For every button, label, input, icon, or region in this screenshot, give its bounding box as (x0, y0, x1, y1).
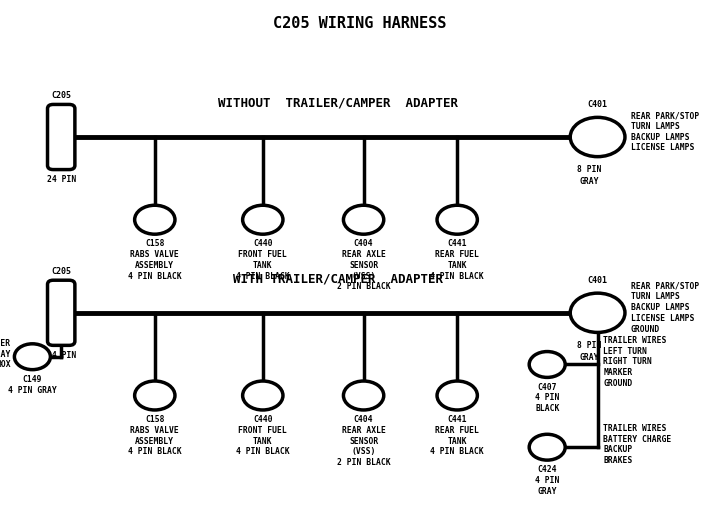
Circle shape (529, 352, 565, 377)
Circle shape (529, 434, 565, 460)
Circle shape (343, 381, 384, 410)
Circle shape (135, 205, 175, 234)
Circle shape (243, 381, 283, 410)
Text: C404
REAR AXLE
SENSOR
(VSS)
2 PIN BLACK: C404 REAR AXLE SENSOR (VSS) 2 PIN BLACK (337, 415, 390, 467)
Circle shape (437, 205, 477, 234)
Text: C407
4 PIN
BLACK: C407 4 PIN BLACK (535, 383, 559, 413)
Text: REAR PARK/STOP
TURN LAMPS
BACKUP LAMPS
LICENSE LAMPS: REAR PARK/STOP TURN LAMPS BACKUP LAMPS L… (631, 111, 699, 153)
Text: TRAILER WIRES
BATTERY CHARGE
BACKUP
BRAKES: TRAILER WIRES BATTERY CHARGE BACKUP BRAK… (603, 424, 672, 465)
Text: GRAY: GRAY (580, 177, 599, 186)
Text: 24 PIN: 24 PIN (47, 175, 76, 185)
Text: 24 PIN: 24 PIN (47, 351, 76, 360)
Text: C149
4 PIN GRAY: C149 4 PIN GRAY (8, 375, 57, 394)
Text: C440
FRONT FUEL
TANK
4 PIN BLACK: C440 FRONT FUEL TANK 4 PIN BLACK (236, 239, 289, 281)
Text: TRAILER
RELAY
BOX: TRAILER RELAY BOX (0, 339, 11, 369)
Text: C440
FRONT FUEL
TANK
4 PIN BLACK: C440 FRONT FUEL TANK 4 PIN BLACK (236, 415, 289, 457)
Text: REAR PARK/STOP
TURN LAMPS
BACKUP LAMPS
LICENSE LAMPS
GROUND: REAR PARK/STOP TURN LAMPS BACKUP LAMPS L… (631, 282, 699, 333)
Text: C205: C205 (51, 267, 71, 276)
Text: C404
REAR AXLE
SENSOR
(VSS)
2 PIN BLACK: C404 REAR AXLE SENSOR (VSS) 2 PIN BLACK (337, 239, 390, 292)
Text: C401: C401 (588, 276, 608, 285)
Circle shape (14, 344, 50, 370)
Circle shape (570, 293, 625, 332)
Text: C401: C401 (588, 100, 608, 109)
Text: WITHOUT  TRAILER/CAMPER  ADAPTER: WITHOUT TRAILER/CAMPER ADAPTER (218, 97, 459, 110)
Text: C205: C205 (51, 91, 71, 100)
Text: C441
REAR FUEL
TANK
4 PIN BLACK: C441 REAR FUEL TANK 4 PIN BLACK (431, 239, 484, 281)
Text: 8 PIN: 8 PIN (577, 341, 602, 350)
Text: C158
RABS VALVE
ASSEMBLY
4 PIN BLACK: C158 RABS VALVE ASSEMBLY 4 PIN BLACK (128, 239, 181, 281)
Circle shape (343, 205, 384, 234)
Text: 8 PIN: 8 PIN (577, 165, 602, 174)
Text: WITH TRAILER/CAMPER  ADAPTER: WITH TRAILER/CAMPER ADAPTER (233, 272, 444, 286)
Circle shape (570, 117, 625, 157)
Text: C158
RABS VALVE
ASSEMBLY
4 PIN BLACK: C158 RABS VALVE ASSEMBLY 4 PIN BLACK (128, 415, 181, 457)
Text: TRAILER WIRES
LEFT TURN
RIGHT TURN
MARKER
GROUND: TRAILER WIRES LEFT TURN RIGHT TURN MARKE… (603, 336, 667, 388)
Text: C205 WIRING HARNESS: C205 WIRING HARNESS (274, 16, 446, 31)
Text: C424
4 PIN
GRAY: C424 4 PIN GRAY (535, 465, 559, 496)
Circle shape (135, 381, 175, 410)
FancyBboxPatch shape (48, 280, 75, 345)
Circle shape (437, 381, 477, 410)
Circle shape (243, 205, 283, 234)
Text: C441
REAR FUEL
TANK
4 PIN BLACK: C441 REAR FUEL TANK 4 PIN BLACK (431, 415, 484, 457)
Text: GRAY: GRAY (580, 353, 599, 362)
FancyBboxPatch shape (48, 104, 75, 170)
